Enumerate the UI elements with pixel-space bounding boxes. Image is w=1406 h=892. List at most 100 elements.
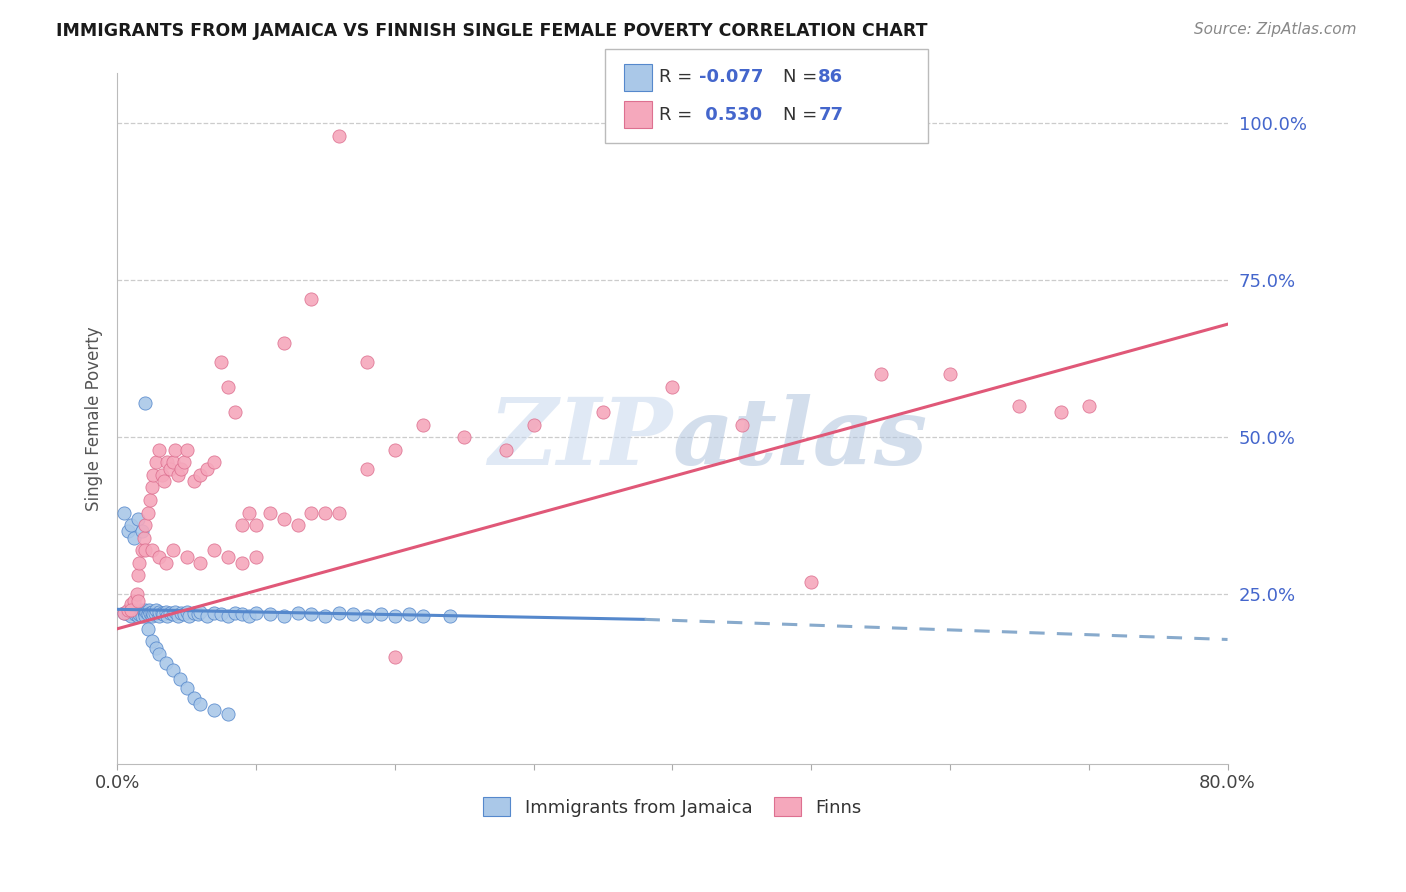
Point	[120, 518, 142, 533]
Point	[150, 467, 173, 482]
Point	[301, 292, 323, 306]
Point	[869, 368, 891, 382]
Point	[301, 607, 323, 622]
Point	[117, 603, 139, 617]
Point	[217, 706, 239, 721]
Point	[120, 603, 142, 617]
Point	[245, 606, 267, 620]
Point	[202, 543, 225, 558]
Point	[148, 442, 170, 457]
Point	[120, 597, 142, 611]
Point	[301, 506, 323, 520]
Point	[314, 506, 336, 520]
Point	[273, 336, 295, 351]
Point	[231, 556, 253, 570]
Point	[453, 430, 475, 444]
Point	[159, 606, 181, 620]
Point	[117, 524, 139, 539]
Point	[117, 607, 139, 622]
Point	[162, 607, 184, 622]
Text: R =: R =	[659, 69, 699, 87]
Point	[131, 524, 153, 539]
Point	[139, 493, 162, 508]
Point	[224, 606, 246, 620]
Point	[134, 543, 156, 558]
Point	[179, 609, 201, 624]
Point	[148, 605, 170, 619]
Point	[131, 543, 153, 558]
Point	[125, 587, 148, 601]
Point	[190, 467, 212, 482]
Point	[132, 605, 155, 619]
Point	[202, 703, 225, 717]
Point	[190, 605, 212, 619]
Point	[197, 609, 219, 624]
Point	[287, 518, 309, 533]
Point	[259, 607, 281, 622]
Point	[209, 607, 232, 622]
Point	[169, 672, 191, 686]
Point	[217, 609, 239, 624]
Point	[139, 606, 162, 620]
Point	[141, 605, 163, 619]
Point	[155, 657, 177, 671]
Point	[128, 556, 150, 570]
Point	[124, 607, 146, 622]
Point	[661, 380, 683, 394]
Point	[183, 474, 205, 488]
Text: 0.530: 0.530	[699, 105, 762, 123]
Point	[328, 128, 350, 143]
Point	[187, 607, 209, 622]
Point	[156, 455, 179, 469]
Point	[167, 609, 190, 624]
Point	[148, 549, 170, 564]
Point	[120, 605, 142, 619]
Point	[125, 606, 148, 620]
Point	[176, 605, 198, 619]
Point	[162, 663, 184, 677]
Text: N =: N =	[783, 69, 823, 87]
Point	[287, 606, 309, 620]
Point	[231, 518, 253, 533]
Point	[356, 461, 378, 475]
Point	[384, 609, 406, 624]
Point	[134, 609, 156, 624]
Point	[224, 405, 246, 419]
Point	[145, 640, 167, 655]
Point	[197, 461, 219, 475]
Point	[134, 518, 156, 533]
Point	[356, 609, 378, 624]
Point	[202, 606, 225, 620]
Point	[495, 442, 517, 457]
Point	[155, 556, 177, 570]
Point	[136, 622, 159, 636]
Point	[122, 593, 145, 607]
Text: -0.077: -0.077	[699, 69, 763, 87]
Point	[135, 605, 157, 619]
Point	[127, 603, 149, 617]
Point	[136, 606, 159, 620]
Point	[156, 609, 179, 624]
Point	[162, 543, 184, 558]
Point	[170, 606, 193, 620]
Point	[273, 512, 295, 526]
Point	[141, 543, 163, 558]
Point	[238, 609, 260, 624]
Point	[127, 605, 149, 619]
Point	[127, 568, 149, 582]
Point	[134, 607, 156, 622]
Point	[134, 395, 156, 409]
Point	[155, 605, 177, 619]
Text: 77: 77	[818, 105, 844, 123]
Point	[127, 593, 149, 607]
Point	[522, 417, 544, 432]
Point	[142, 467, 165, 482]
Text: IMMIGRANTS FROM JAMAICA VS FINNISH SINGLE FEMALE POVERTY CORRELATION CHART: IMMIGRANTS FROM JAMAICA VS FINNISH SINGL…	[56, 22, 928, 40]
Point	[112, 606, 135, 620]
Point	[145, 603, 167, 617]
Text: 86: 86	[818, 69, 844, 87]
Point	[134, 606, 156, 620]
Point	[162, 455, 184, 469]
Point	[134, 603, 156, 617]
Text: Source: ZipAtlas.com: Source: ZipAtlas.com	[1194, 22, 1357, 37]
